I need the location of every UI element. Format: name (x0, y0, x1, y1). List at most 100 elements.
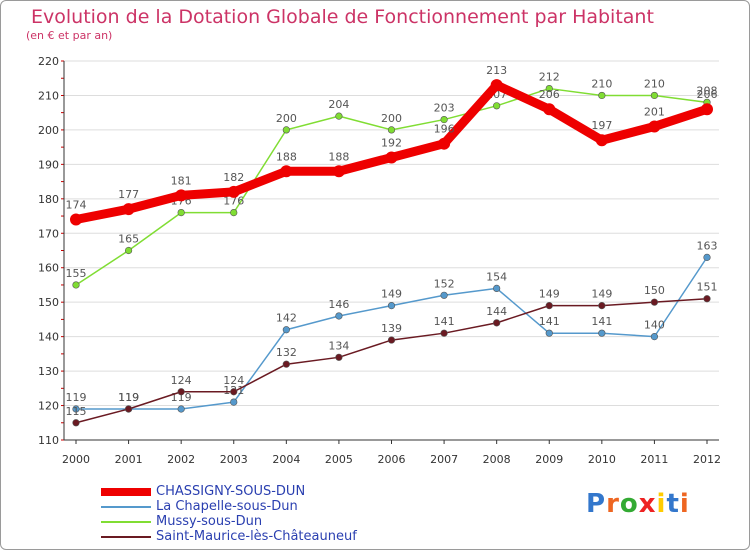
data-label: 124 (171, 374, 192, 387)
data-label: 132 (276, 346, 297, 359)
logo-letter: t (666, 489, 680, 519)
x-tick-label: 2010 (588, 453, 616, 466)
chart-title: Evolution de la Dotation Globale de Fonc… (31, 6, 654, 28)
data-point (72, 419, 80, 427)
data-label: 149 (591, 288, 612, 301)
data-point (493, 319, 501, 327)
y-tick-label: 210 (38, 89, 59, 102)
data-point (595, 134, 608, 147)
data-label: 182 (223, 171, 244, 184)
legend-label: La Chapelle-sous-Dun (156, 499, 298, 514)
data-label: 174 (66, 198, 87, 211)
data-point (490, 79, 503, 92)
data-label: 208 (697, 84, 718, 97)
data-point (124, 405, 133, 413)
data-point (175, 189, 188, 202)
data-label: 212 (539, 71, 560, 84)
y-tick-label: 200 (38, 124, 59, 137)
data-label: 124 (223, 374, 244, 387)
proxiti-logo: Proxiti (586, 489, 690, 519)
data-point (545, 329, 553, 337)
y-tick-label: 160 (38, 262, 59, 275)
data-point (335, 353, 343, 361)
logo-letter: o (619, 489, 639, 519)
data-point (701, 103, 713, 116)
data-label: 177 (118, 188, 139, 201)
data-label: 119 (66, 391, 87, 404)
data-point (227, 185, 240, 198)
data-point (70, 213, 82, 226)
data-label: 197 (591, 119, 612, 132)
data-label: 140 (644, 319, 665, 332)
data-label: 200 (276, 112, 297, 125)
data-point (387, 336, 396, 344)
data-label: 165 (118, 233, 139, 246)
data-label: 210 (644, 77, 665, 90)
data-label: 196 (434, 123, 455, 136)
legend-item-saint-maurice: Saint-Maurice-lès-Châteauneuf (101, 529, 357, 544)
data-point (598, 91, 606, 100)
data-point (650, 298, 659, 306)
data-label: 119 (118, 391, 139, 404)
legend-item-la-chapelle: La Chapelle-sous-Dun (101, 499, 357, 514)
data-label: 213 (486, 64, 507, 77)
data-point (438, 137, 451, 150)
legend-item-mussy: Mussy-sous-Dun (101, 514, 357, 529)
series-chassigny-sous-dun: 174 177 181 182 188 188 192 196 213 206 197 201 206 (66, 64, 718, 226)
data-label: 141 (591, 315, 612, 328)
y-tick-label: 140 (38, 331, 59, 344)
x-tick-label: 2012 (693, 453, 721, 466)
data-label: 144 (486, 305, 507, 318)
data-point (703, 295, 711, 303)
data-point (440, 291, 448, 299)
y-tick-label: 110 (38, 434, 59, 447)
data-point (282, 126, 290, 134)
data-point (122, 203, 135, 216)
logo-letter: i (679, 489, 690, 519)
data-point (493, 284, 501, 293)
legend-swatch-saint-maurice (101, 535, 151, 538)
data-point (335, 112, 343, 120)
data-label: 204 (328, 98, 349, 111)
y-tick-label: 170 (38, 227, 59, 240)
data-point (280, 165, 293, 178)
data-point (177, 388, 185, 396)
legend-swatch-chassigny (101, 487, 151, 496)
chart-legend: CHASSIGNY-SOUS-DUN La Chapelle-sous-Dun … (101, 484, 357, 544)
data-label: 134 (328, 339, 349, 352)
data-point (177, 209, 185, 217)
logo-letter: i (656, 489, 667, 519)
data-point (282, 360, 290, 368)
data-point (72, 405, 80, 413)
y-tick-label: 220 (38, 55, 59, 68)
data-label: 206 (539, 88, 560, 101)
series-la-chapelle-sous-dun: 119119119121142146149152154141141140163 (66, 239, 718, 413)
y-tick-label: 180 (38, 193, 59, 206)
data-point (440, 329, 448, 337)
x-tick-label: 2001 (115, 453, 143, 466)
data-point (230, 388, 238, 396)
plot-area (64, 61, 719, 440)
data-label: 152 (434, 277, 455, 290)
x-tick-label: 2005 (325, 453, 353, 466)
x-tick-label: 2002 (167, 453, 195, 466)
data-point (648, 120, 661, 133)
legend-swatch-mussy (101, 520, 151, 523)
x-tick-label: 2006 (378, 453, 406, 466)
legend-label: CHASSIGNY-SOUS-DUN (156, 484, 306, 499)
data-point (598, 329, 606, 337)
data-label: 188 (328, 150, 349, 163)
x-tick-label: 2007 (430, 453, 458, 466)
data-label: 163 (697, 239, 718, 252)
data-label: 141 (434, 315, 455, 328)
data-label: 146 (328, 298, 349, 311)
data-point (124, 246, 133, 255)
data-point (387, 126, 396, 134)
data-label: 154 (486, 270, 507, 283)
legend-label: Saint-Maurice-lès-Châteauneuf (156, 529, 357, 544)
data-point (282, 326, 290, 334)
data-point (650, 91, 659, 100)
x-tick-label: 2000 (62, 453, 90, 466)
